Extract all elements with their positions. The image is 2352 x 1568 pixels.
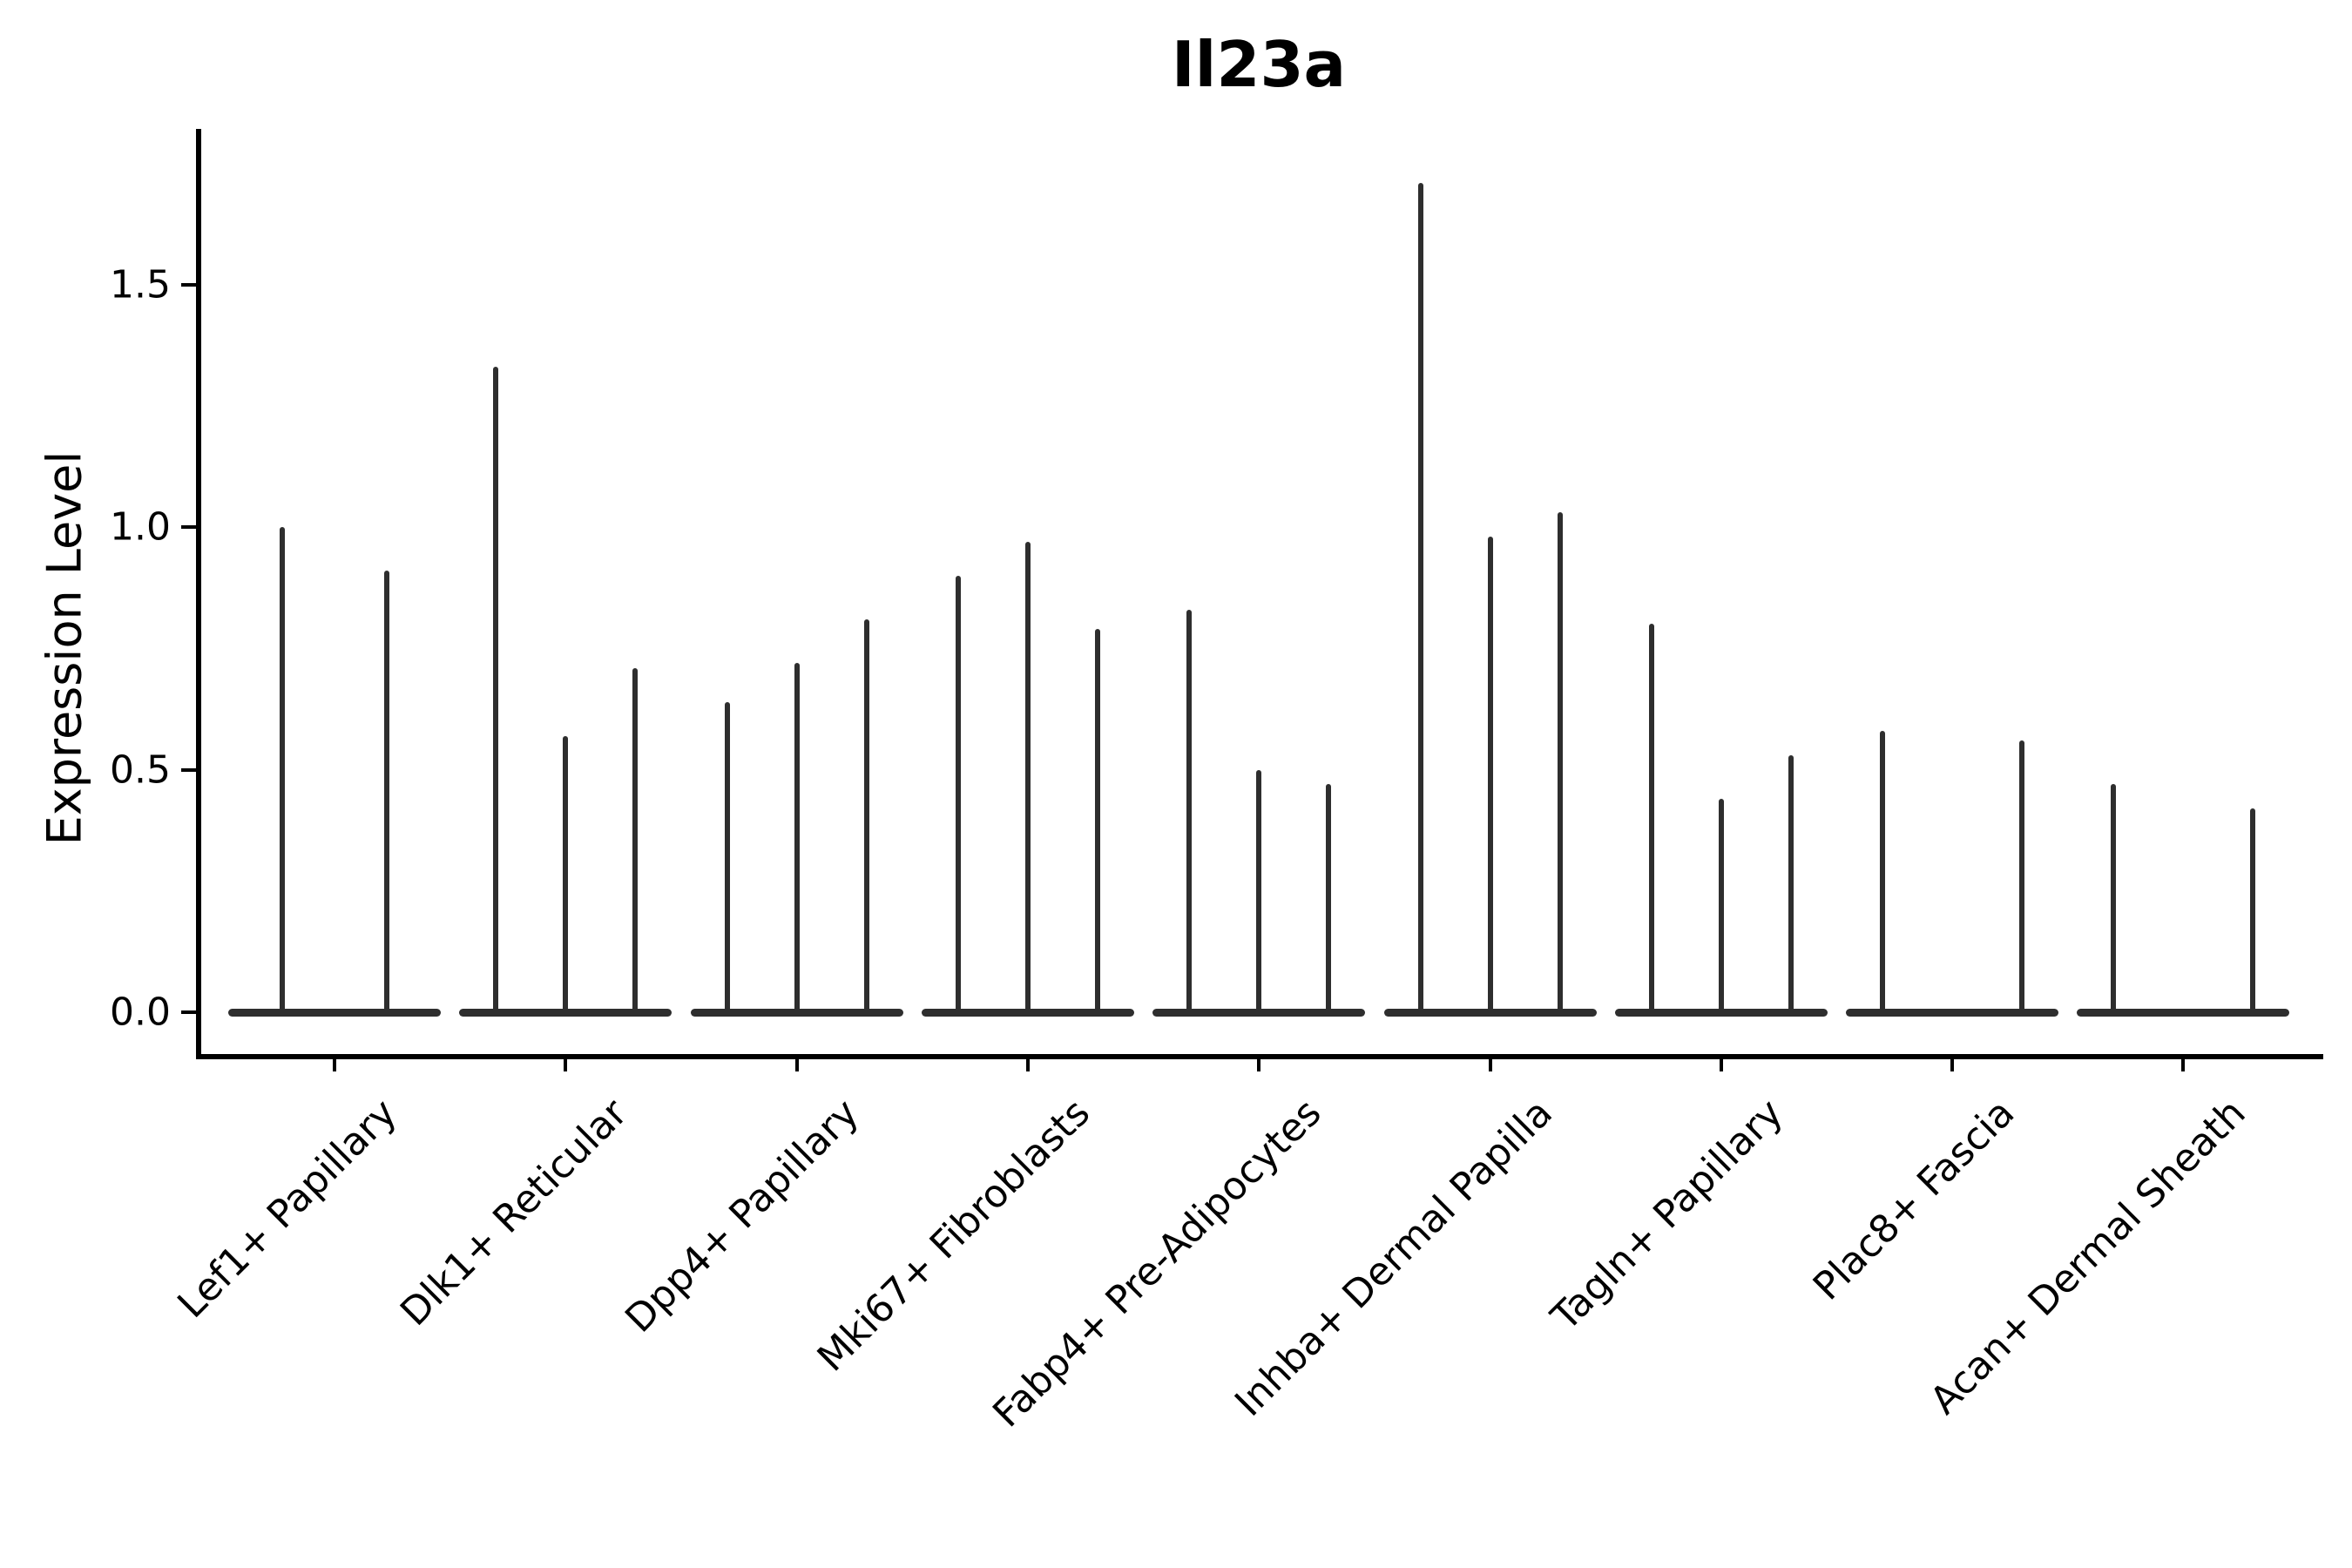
violin-spike [1648,624,1654,1012]
violin-spike [563,735,569,1012]
x-tick-mark [2181,1054,2186,1071]
violin-spike [2019,740,2025,1012]
violin-spike [1417,182,1423,1012]
violin-spike [632,667,639,1012]
violin-baseline [228,1008,441,1017]
violin-spike [1256,769,1262,1012]
violin-baseline [459,1008,672,1017]
violin-spike [1557,512,1563,1012]
x-tick-mark [1257,1054,1261,1071]
violin-spike [955,575,961,1012]
y-tick-mark [181,282,197,287]
violin-spike [280,527,285,1012]
violin-baseline [1614,1008,1828,1017]
violin-spike [1024,541,1031,1012]
y-tick-label: 1.0 [110,504,171,550]
violin-spike [1186,609,1193,1012]
x-tick-label: Tagln+ Papillary [1543,1091,1792,1340]
violin-spike [2111,784,2117,1012]
x-tick-mark [1025,1054,1030,1071]
violin-spike [2250,808,2256,1012]
y-tick-label: 1.5 [110,262,171,307]
violin-spike [493,367,499,1012]
x-tick-mark [1950,1054,1955,1071]
violin-spike [1880,730,1886,1012]
violin-spike [384,571,389,1012]
violin-spike [1718,798,1724,1012]
violin-baseline [1383,1008,1597,1017]
x-tick-mark [564,1054,568,1071]
y-tick-mark [181,1010,197,1014]
violin-baseline [1846,1008,2059,1017]
violin-spike [1094,628,1100,1012]
y-tick-label: 0.5 [110,747,171,792]
x-tick-mark [1719,1054,1723,1071]
y-tick-label: 0.0 [110,990,171,1035]
chart-title: Il23a [1171,28,1347,101]
violin-spike [863,618,869,1012]
violin-baseline [921,1008,1134,1017]
x-tick-label: Dpp4+ Papillary [617,1091,868,1342]
x-tick-label: Plac8+ Fascia [1804,1091,2024,1309]
violin-baseline [2077,1008,2290,1017]
x-tick-label: Dlk1+ Reticular [392,1091,637,1335]
x-tick-mark [333,1054,336,1071]
violin-spike [1487,537,1493,1012]
x-tick-label: Lef1+ Papillary [168,1091,406,1328]
violin-baseline [690,1008,903,1017]
violin-spike [794,662,800,1012]
violin-baseline [1152,1008,1366,1017]
violin-spike [724,701,730,1012]
y-tick-mark [181,525,197,529]
y-tick-mark [181,767,197,772]
x-tick-mark [794,1054,799,1071]
x-tick-mark [1488,1054,1492,1071]
y-axis-label: Expression Level [37,450,92,846]
left-spine [196,129,201,1059]
violin-spike [1326,784,1332,1012]
violin-spike [1788,754,1794,1012]
